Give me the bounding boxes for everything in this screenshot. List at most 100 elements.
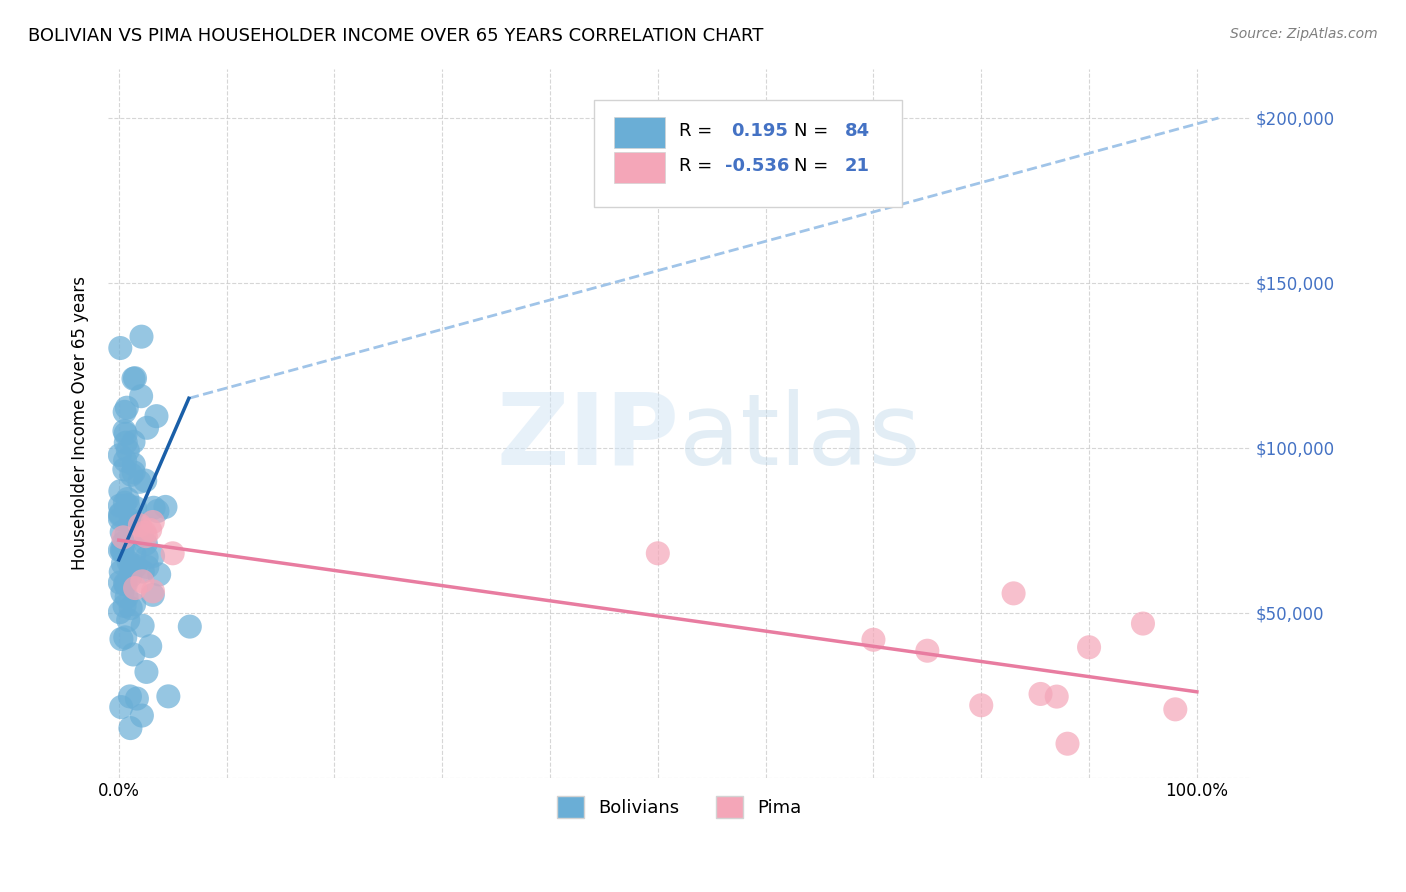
Point (131, 329, 153, 343)
Point (122, 648, 145, 662)
Point (110, 484, 132, 499)
Point (111, 542, 134, 557)
Point (112, 462, 135, 476)
Text: -0.536: -0.536 (725, 157, 789, 176)
Point (114, 453, 136, 467)
Point (114, 426, 136, 441)
Text: N =: N = (793, 122, 828, 140)
Point (117, 555, 139, 569)
Point (122, 597, 145, 611)
Point (111, 557, 134, 571)
Point (117, 498, 139, 512)
Point (111, 525, 134, 540)
Text: N =: N = (793, 157, 828, 176)
Text: 84: 84 (845, 122, 870, 140)
Point (128, 475, 150, 489)
Point (1046, 690, 1069, 704)
Point (115, 528, 138, 542)
Point (127, 516, 149, 531)
Point (162, 546, 184, 560)
Point (114, 631, 136, 645)
Point (142, 549, 165, 563)
Point (124, 524, 146, 538)
Point (124, 500, 146, 515)
Point (157, 690, 180, 704)
Point (125, 559, 148, 574)
Point (110, 507, 132, 521)
Point (112, 536, 135, 550)
Point (647, 546, 669, 560)
Point (122, 466, 145, 480)
Legend: Bolivians, Pima: Bolivians, Pima (550, 789, 808, 825)
Point (114, 496, 136, 510)
Point (110, 700, 132, 714)
Y-axis label: Householder Income Over 65 years: Householder Income Over 65 years (72, 276, 89, 570)
Text: 21: 21 (845, 157, 870, 176)
Point (118, 690, 141, 704)
FancyBboxPatch shape (614, 153, 665, 184)
Point (108, 575, 131, 590)
Point (128, 518, 150, 533)
Point (129, 389, 152, 403)
Text: ZIP: ZIP (496, 389, 679, 486)
Point (114, 599, 136, 613)
Text: Source: ZipAtlas.com: Source: ZipAtlas.com (1230, 27, 1378, 41)
Point (111, 544, 134, 558)
Point (1002, 586, 1025, 600)
Point (115, 401, 138, 415)
Point (124, 547, 146, 561)
Point (114, 435, 136, 450)
Point (146, 504, 169, 518)
Point (142, 584, 165, 599)
Point (110, 341, 132, 355)
Point (114, 405, 136, 419)
Point (115, 577, 138, 591)
Point (122, 434, 145, 449)
Point (115, 590, 138, 604)
Text: R =: R = (679, 122, 713, 140)
Point (112, 530, 135, 544)
Point (1056, 737, 1078, 751)
Point (112, 542, 135, 557)
Point (135, 537, 157, 551)
Point (132, 565, 155, 579)
Point (120, 559, 142, 574)
Point (139, 523, 162, 537)
Point (128, 526, 150, 541)
Point (108, 499, 131, 513)
Point (117, 613, 139, 627)
Point (134, 525, 156, 540)
Point (1164, 702, 1187, 716)
Point (142, 500, 165, 515)
Point (121, 513, 143, 527)
Point (970, 698, 993, 713)
Point (117, 443, 139, 458)
Point (122, 458, 145, 472)
Point (135, 529, 157, 543)
Point (108, 512, 131, 526)
Point (136, 560, 159, 574)
Text: R =: R = (679, 157, 713, 176)
Point (124, 581, 146, 595)
Point (131, 619, 153, 633)
Point (108, 508, 131, 523)
Point (139, 639, 162, 653)
Point (142, 588, 165, 602)
Point (134, 474, 156, 488)
Point (1078, 640, 1101, 655)
Point (142, 515, 165, 529)
Point (125, 691, 148, 706)
Point (108, 448, 131, 462)
Point (131, 528, 153, 542)
Point (135, 665, 157, 679)
Point (131, 574, 153, 589)
Point (111, 586, 134, 600)
Point (117, 491, 139, 506)
Point (135, 550, 157, 565)
Point (120, 467, 142, 482)
Point (131, 708, 153, 723)
Point (110, 565, 132, 579)
Text: 0.195: 0.195 (731, 122, 787, 140)
Point (120, 516, 142, 530)
Point (120, 721, 142, 735)
